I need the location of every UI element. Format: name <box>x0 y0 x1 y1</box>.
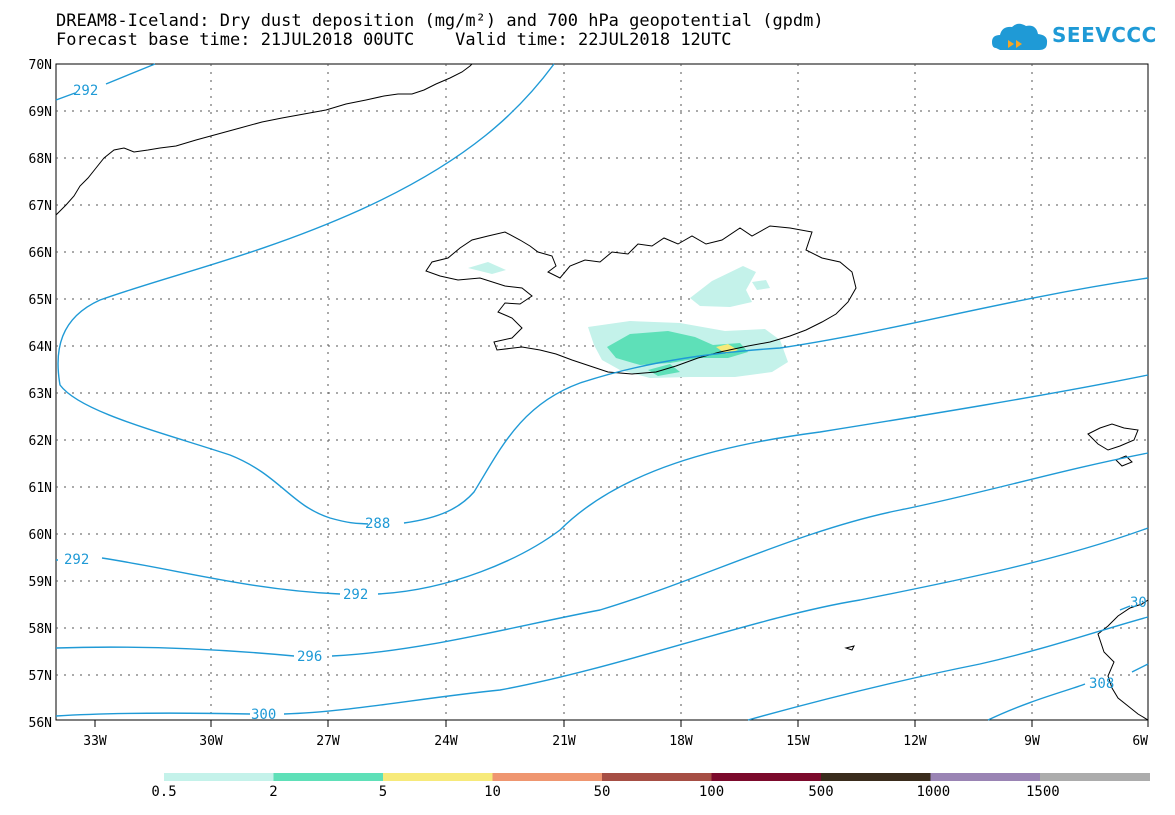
map-frame <box>55 63 1149 721</box>
colorbar-label: 1000 <box>916 784 951 800</box>
colorbar-swatch <box>821 773 931 781</box>
latitude-label: 63N <box>29 387 52 402</box>
colorbar-swatch <box>164 773 274 781</box>
latitude-label: 67N <box>29 199 52 214</box>
map-title: DREAM8-Iceland: Dry dust deposition (mg/… <box>56 11 824 31</box>
contour-label: 300 <box>251 707 276 723</box>
latitude-label: 61N <box>29 481 52 496</box>
longitude-labels: 33W 30W 27W 24W 21W 18W 15W 12W 9W 6W <box>83 734 1148 749</box>
contour-label: 296 <box>297 649 322 665</box>
colorbar-swatch <box>930 773 1041 781</box>
latitude-label: 65N <box>29 293 52 308</box>
latitude-label: 66N <box>29 246 52 261</box>
longitude-label: 30W <box>199 734 223 749</box>
latitude-label: 58N <box>29 622 52 637</box>
coastlines <box>55 63 1149 721</box>
latitude-label: 62N <box>29 434 52 449</box>
latitude-label: 64N <box>29 340 52 355</box>
longitude-label: 18W <box>669 734 693 749</box>
contour-label: 308 <box>1089 676 1114 692</box>
longitude-label: 24W <box>434 734 458 749</box>
colorbar-label: 10 <box>484 784 501 800</box>
colorbar-label: 100 <box>698 784 725 800</box>
colorbar-swatch <box>492 773 603 781</box>
longitude-label: 33W <box>83 734 107 749</box>
latitude-label: 70N <box>29 58 52 73</box>
contour-label: 292 <box>64 552 89 568</box>
latitude-label: 59N <box>29 575 52 590</box>
colorbar-label: 50 <box>593 784 611 800</box>
latitude-label: 56N <box>29 716 52 731</box>
latitude-label: 69N <box>29 105 52 120</box>
colorbar <box>164 773 1150 781</box>
dust-deposition-field <box>468 262 788 378</box>
longitude-label: 21W <box>552 734 576 749</box>
map-subtitle: Forecast base time: 21JUL2018 00UTC Vali… <box>56 30 732 50</box>
colorbar-swatch <box>711 773 822 781</box>
colorbar-label: 2 <box>269 784 278 800</box>
latitude-label: 57N <box>29 669 52 684</box>
contour-label: 288 <box>365 516 390 532</box>
colorbar-label: 5 <box>378 784 388 800</box>
colorbar-swatch <box>273 773 384 781</box>
colorbar-label: 500 <box>808 784 834 800</box>
logo-text: SEEVCCC <box>1052 23 1157 47</box>
longitude-label: 12W <box>903 734 927 749</box>
longitude-label: 9W <box>1024 734 1040 749</box>
colorbar-label: 0.5 <box>151 784 177 800</box>
colorbar-swatch <box>602 773 712 781</box>
colorbar-swatch <box>1040 773 1150 781</box>
longitude-label: 27W <box>316 734 340 749</box>
colorbar-swatch <box>383 773 493 781</box>
contour-label: 292 <box>343 587 368 603</box>
grid <box>56 64 1148 720</box>
contour-label: 30 <box>1130 595 1147 611</box>
colorbar-label: 1500 <box>1026 784 1060 800</box>
latitude-label: 60N <box>29 528 52 543</box>
contour-labels: 292 288 292 292 296 300 308 30 <box>64 83 1147 723</box>
geopotential-contours <box>55 63 1149 721</box>
contour-label: 292 <box>73 83 98 99</box>
latitude-labels: 70N 69N 68N 67N 66N 65N 64N 63N 62N 61N 60N 59N 58N 5… <box>29 58 52 731</box>
longitude-label: 6W <box>1132 734 1148 749</box>
longitude-label: 15W <box>786 734 810 749</box>
latitude-label: 68N <box>29 152 52 167</box>
cloud-logo-icon <box>992 23 1048 50</box>
